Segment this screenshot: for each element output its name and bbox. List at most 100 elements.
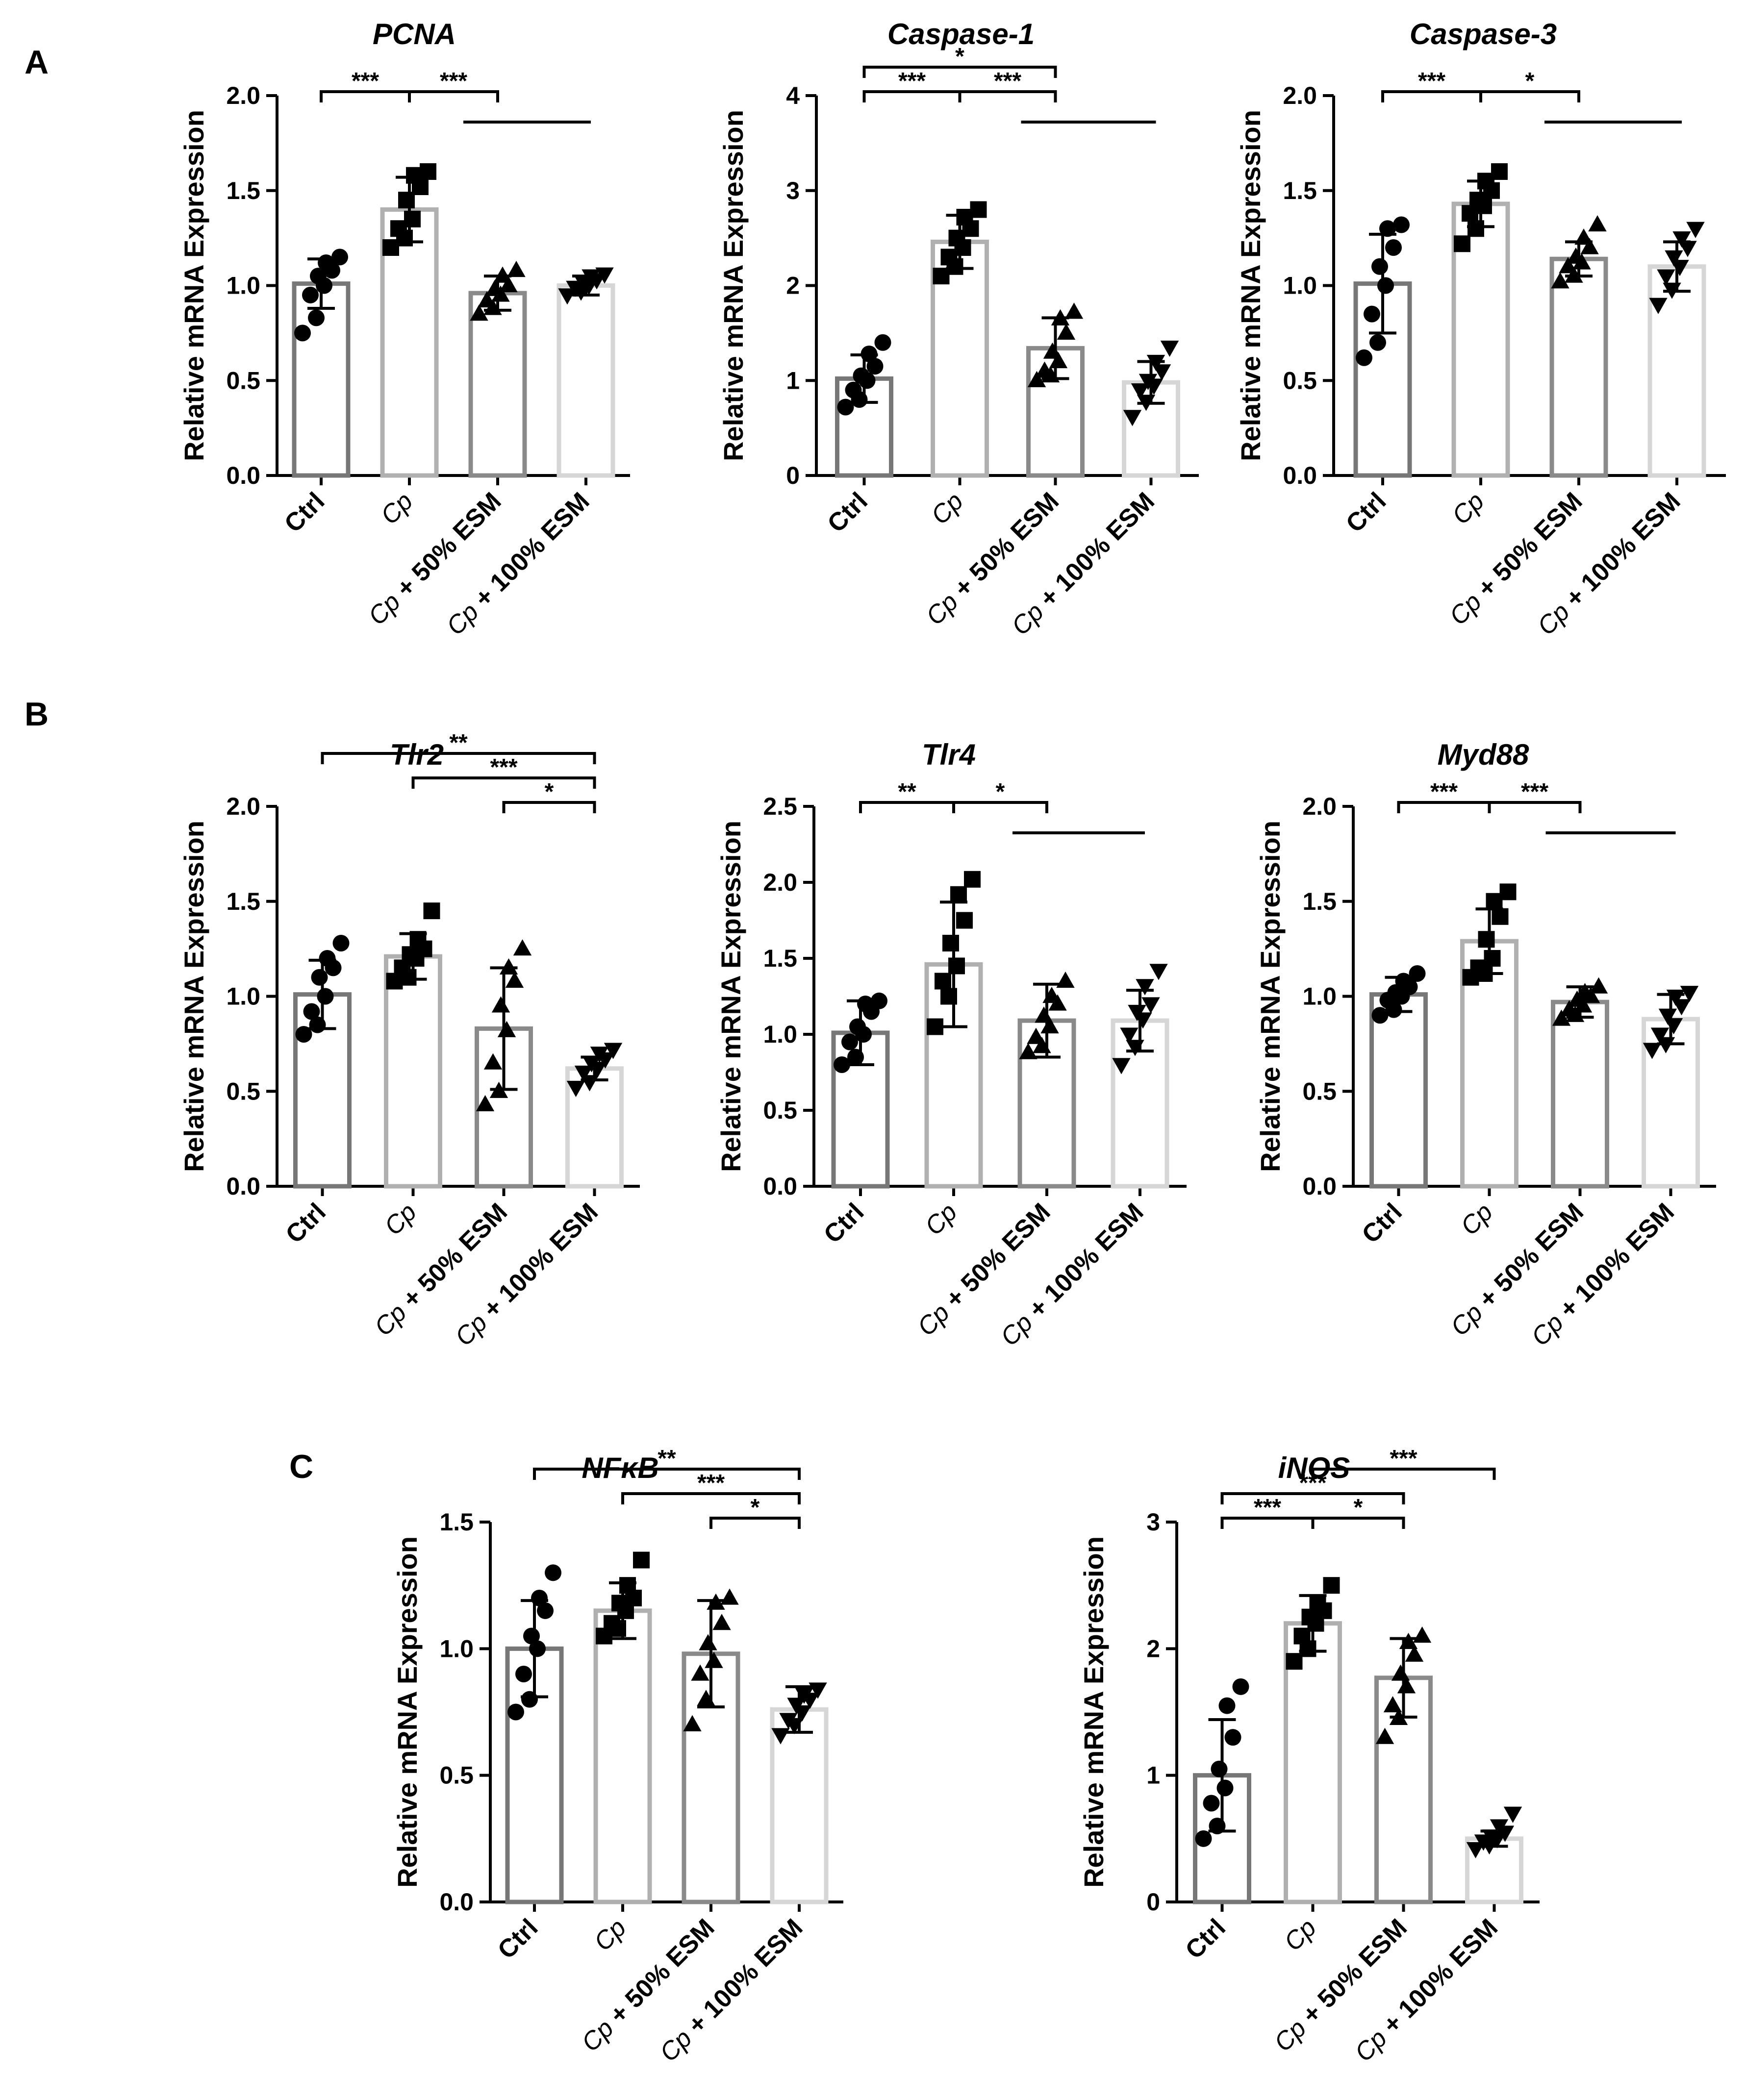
data-point [1056, 971, 1075, 988]
data-point [942, 935, 959, 951]
significance-label: * [545, 779, 554, 805]
data-point [302, 286, 319, 303]
y-tick-label: 0.0 [226, 1173, 260, 1200]
x-tick-label: Cp [1446, 487, 1490, 530]
data-point [485, 279, 504, 296]
data-point [866, 358, 884, 375]
x-tick-label: Cp [1279, 1913, 1322, 1956]
data-point [1503, 1806, 1522, 1823]
x-tick-label-italic: Cp [926, 487, 969, 530]
y-tick-label: 1.0 [1302, 983, 1337, 1010]
data-point [1397, 1677, 1416, 1694]
significance-bracket [952, 801, 1048, 813]
data-point [1552, 1009, 1571, 1026]
data-point [1224, 1729, 1241, 1746]
significance-label: ** [898, 779, 916, 805]
data-point [1131, 383, 1150, 400]
x-tick-label: Cp [588, 1913, 632, 1956]
y-tick-label: 2 [786, 272, 800, 300]
data-point [1413, 1626, 1432, 1643]
data-point [1649, 298, 1668, 314]
x-tick-label-italic: Cp [375, 487, 418, 530]
x-tick-label-text: Ctrl [280, 1198, 331, 1249]
data-point [1409, 965, 1426, 982]
y-tick-label: 1.5 [763, 945, 797, 972]
data-point [787, 1698, 806, 1714]
y-tick-label: 0.0 [1283, 462, 1317, 489]
significance-label: *** [352, 68, 379, 94]
data-point [1064, 302, 1084, 319]
data-point [853, 367, 870, 384]
x-tick-label: Ctrl [1341, 487, 1392, 538]
x-tick-label-italic: Cp [1279, 1913, 1322, 1956]
data-point [1559, 257, 1577, 274]
data-point [317, 988, 334, 1005]
data-point [294, 325, 311, 342]
data-point [505, 971, 524, 988]
data-point [956, 912, 973, 929]
significance-bracket [411, 776, 596, 789]
chart-5: Tlr4 Relative mRNA Expression 0.0 0.5 1.0 1.5… [715, 738, 1187, 1351]
significance-label: *** [898, 68, 926, 94]
chart-title: Myd88 [1438, 738, 1529, 771]
data-point [582, 1056, 601, 1073]
y-tick-label: 2.0 [226, 82, 260, 109]
y-tick-label: 2.0 [1302, 793, 1337, 820]
chart-6: Myd88 Relative mRNA Expression 0.0 0.5 1.0 1.… [1255, 738, 1716, 1351]
data-point [1492, 908, 1509, 925]
significance-bracket [1311, 1468, 1496, 1480]
chart-title: Caspase-1 [887, 18, 1035, 50]
data-point [332, 935, 350, 951]
data-point [1643, 1043, 1662, 1059]
x-tick-label: Cp [919, 1198, 962, 1241]
data-point [499, 275, 518, 293]
y-tick-label: 1.0 [226, 983, 260, 1010]
data-point [935, 973, 951, 990]
data-point [1211, 1760, 1228, 1777]
significance-bracket [1479, 90, 1580, 102]
significance-label: *** [1430, 779, 1458, 805]
x-tick-label: Ctrl [818, 1198, 869, 1249]
y-tick-label: 1.0 [439, 1635, 474, 1662]
data-point [699, 1634, 717, 1650]
data-point [590, 1047, 609, 1063]
significance-bracket [1220, 1492, 1405, 1504]
data-point [507, 1703, 524, 1721]
x-tick-label-italic: Cp [919, 1198, 962, 1241]
data-point [497, 1021, 516, 1037]
y-tick-label: 0 [1146, 1888, 1160, 1916]
significance-bracket [862, 66, 1057, 78]
significance-label: ** [658, 1446, 676, 1472]
y-axis-label: Relative mRNA Expression [178, 821, 209, 1172]
significance-label: * [751, 1495, 760, 1521]
significance-bracket [1311, 1517, 1405, 1529]
bar-4 [565, 1066, 624, 1189]
data-point [295, 1026, 312, 1043]
y-tick-label: 3 [786, 177, 800, 204]
bar-4 [557, 283, 615, 478]
significance-label: *** [1521, 779, 1548, 805]
data-point [1364, 305, 1380, 323]
data-point [841, 1033, 858, 1050]
data-point [720, 1588, 739, 1605]
data-point [558, 288, 577, 305]
data-point [537, 1602, 554, 1619]
data-point [1672, 231, 1691, 248]
significance-label: *** [697, 1470, 725, 1496]
significance-label: *** [1390, 1446, 1417, 1472]
bar-2 [384, 954, 442, 1189]
data-point [691, 1664, 709, 1681]
significance-label: *** [490, 754, 517, 780]
significance-label: * [1525, 68, 1535, 94]
x-tick-label-text: Ctrl [1180, 1913, 1231, 1964]
data-point [1393, 216, 1410, 233]
data-point [1149, 964, 1168, 980]
data-point [1405, 1645, 1424, 1662]
data-point [1136, 979, 1154, 996]
data-point [476, 1095, 495, 1111]
data-point [834, 1056, 850, 1073]
data-point [1035, 361, 1054, 378]
y-tick-label: 0.5 [1302, 1077, 1337, 1105]
data-point [1112, 1058, 1131, 1075]
data-point [566, 1080, 585, 1098]
